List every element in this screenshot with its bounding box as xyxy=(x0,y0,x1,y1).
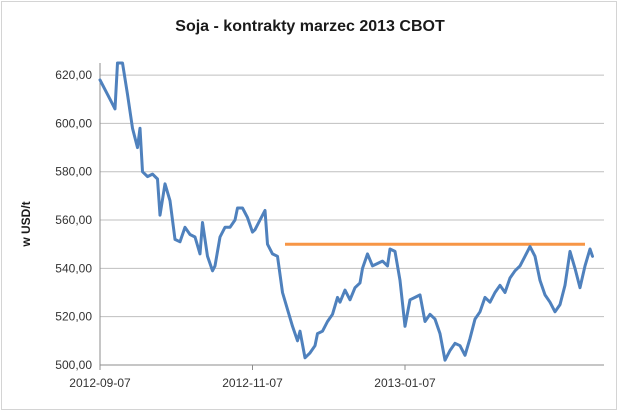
y-tick-label: 620,00 xyxy=(55,68,92,82)
plot-area xyxy=(98,61,594,362)
y-tick-label: 600,00 xyxy=(55,116,92,130)
y-tick-label: 520,00 xyxy=(55,310,92,324)
y-tick-label: 500,00 xyxy=(55,358,92,372)
y-tick-label: 580,00 xyxy=(55,165,92,179)
series-line xyxy=(98,61,594,362)
x-tick-label: 2012-09-07 xyxy=(69,376,131,390)
gridlines xyxy=(99,63,604,370)
x-tick-labels: 2012-09-07 2012-11-07 2013-01-07 xyxy=(69,376,436,390)
x-tick-label: 2013-01-07 xyxy=(374,376,436,390)
x-tick-label: 2012-11-07 xyxy=(222,376,283,390)
chart-title: Soja - kontrakty marzec 2013 CBOT xyxy=(175,18,445,35)
y-tick-label: 560,00 xyxy=(55,213,92,227)
y-tick-labels: 500,00 520,00 540,00 560,00 580,00 600,00 620,… xyxy=(55,68,92,372)
y-tick-label: 540,00 xyxy=(55,261,92,275)
